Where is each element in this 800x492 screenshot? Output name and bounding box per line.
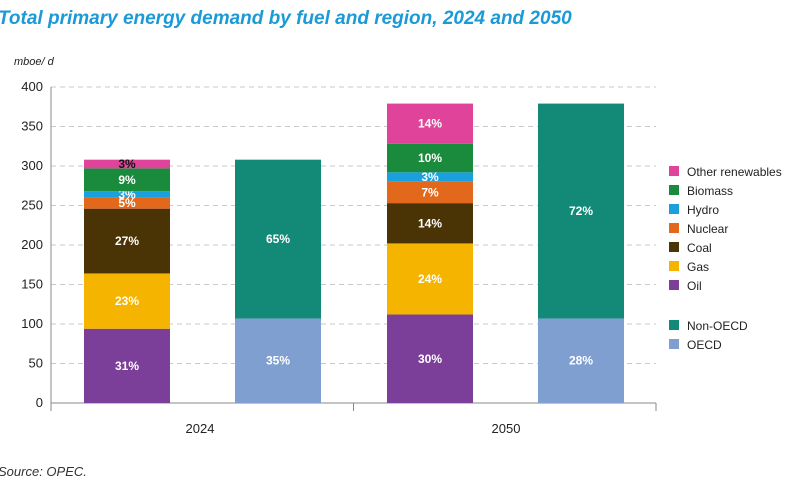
y-tick-label: 250 (21, 198, 43, 213)
bar-segment-coal-2050 (387, 203, 473, 244)
data-label: 23% (115, 294, 139, 308)
legend-label-other: Other renewables (687, 165, 782, 179)
bar-segment-oil-2050 (387, 314, 473, 403)
y-axis-unit: mboe/ d (14, 56, 54, 68)
legend-swatch-hydro (669, 204, 679, 214)
y-tick-label: 350 (21, 119, 43, 134)
legend-swatch-nuclear (669, 223, 679, 233)
bar-segment-other-2024 (84, 159, 170, 169)
bar-segment-oil-2024 (84, 328, 170, 403)
data-label: 7% (421, 185, 439, 199)
source-note: Source: OPEC. (0, 464, 87, 479)
bar-segment-biomass-2050 (387, 143, 473, 173)
legend-swatch-gas (669, 261, 679, 271)
y-tick-label: 200 (21, 237, 43, 252)
bar-segment-nuclear-2024 (84, 197, 170, 209)
data-label: 65% (266, 232, 290, 246)
bar-segment-hydro-2024 (84, 191, 170, 198)
chart-title: Total primary energy demand by fuel and … (0, 8, 572, 29)
bar-segment-oecd-2024 (235, 318, 321, 403)
legend-swatch-coal (669, 242, 679, 252)
data-label: 30% (418, 352, 442, 366)
legend-label-biomass: Biomass (687, 184, 733, 198)
bar-segment-nuclear-2050 (387, 181, 473, 204)
legend-label-oil: Oil (687, 279, 702, 293)
data-label: 14% (418, 216, 442, 230)
y-tick-label: 0 (36, 395, 43, 410)
data-label: 31% (115, 359, 139, 373)
legend-label-nonoecd: Non-OECD (687, 319, 748, 333)
legend-label-coal: Coal (687, 241, 712, 255)
data-label: 27% (115, 234, 139, 248)
legend-swatch-nonoecd (669, 320, 679, 330)
legend-label-nuclear: Nuclear (687, 222, 728, 236)
legend-label-hydro: Hydro (687, 203, 719, 217)
legend-label-gas: Gas (687, 260, 709, 274)
data-label: 14% (418, 117, 442, 131)
y-tick-label: 300 (21, 158, 43, 173)
bar-segment-oecd-2050 (538, 318, 624, 403)
bar-segment-other-2050 (387, 103, 473, 144)
data-label: 10% (418, 151, 442, 165)
data-label: 5% (118, 196, 136, 210)
data-label: 3% (118, 157, 136, 171)
bar-segment-hydro-2050 (387, 172, 473, 182)
x-tick-label: 2050 (492, 421, 521, 436)
data-label: 9% (118, 173, 136, 187)
legend-swatch-other (669, 166, 679, 176)
data-label: 24% (418, 272, 442, 286)
legend-swatch-biomass (669, 185, 679, 195)
data-label: 3% (421, 170, 439, 184)
bar-segment-nonoecd-2050 (538, 103, 624, 319)
y-tick-label: 100 (21, 316, 43, 331)
legend-swatch-oil (669, 280, 679, 290)
bar-segment-gas-2024 (84, 273, 170, 329)
x-tick-label: 2024 (186, 421, 215, 436)
bar-segment-biomass-2024 (84, 168, 170, 192)
data-label: 72% (569, 204, 593, 218)
data-label: 28% (569, 354, 593, 368)
legend-swatch-oecd (669, 339, 679, 349)
data-label: 35% (266, 354, 290, 368)
bar-segment-nonoecd-2024 (235, 159, 321, 319)
bar-segment-coal-2024 (84, 208, 170, 274)
y-tick-label: 50 (29, 356, 43, 371)
bar-segment-gas-2050 (387, 243, 473, 315)
legend-label-oecd: OECD (687, 338, 722, 352)
y-tick-label: 400 (21, 79, 43, 94)
y-tick-label: 150 (21, 277, 43, 292)
